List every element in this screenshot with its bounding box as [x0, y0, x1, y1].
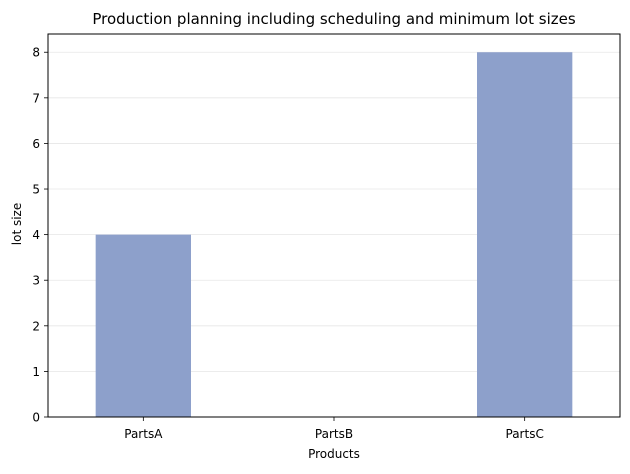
- y-ticks: 0 1 2 3 4 5 6 7 8: [32, 46, 48, 425]
- y-tick-label: 5: [32, 183, 40, 197]
- y-tick-label: 4: [32, 228, 40, 242]
- bars: [95, 52, 573, 417]
- y-tick-label: 3: [32, 274, 40, 288]
- y-tick-label: 0: [32, 411, 40, 425]
- y-tick-label: 8: [32, 46, 40, 60]
- bar-partsa: [95, 234, 191, 417]
- x-ticks: PartsA PartsB PartsC: [124, 417, 544, 441]
- y-tick-label: 7: [32, 91, 40, 105]
- y-tick-label: 2: [32, 319, 40, 333]
- x-tick-label: PartsB: [315, 427, 353, 441]
- chart-title: Production planning including scheduling…: [92, 10, 575, 28]
- y-axis-label: lot size: [10, 203, 24, 245]
- bar-partsc: [477, 52, 573, 417]
- x-axis-label: Products: [308, 447, 360, 461]
- y-tick-label: 1: [32, 365, 40, 379]
- x-tick-label: PartsC: [506, 427, 544, 441]
- x-tick-label: PartsA: [124, 427, 163, 441]
- y-tick-label: 6: [32, 137, 40, 151]
